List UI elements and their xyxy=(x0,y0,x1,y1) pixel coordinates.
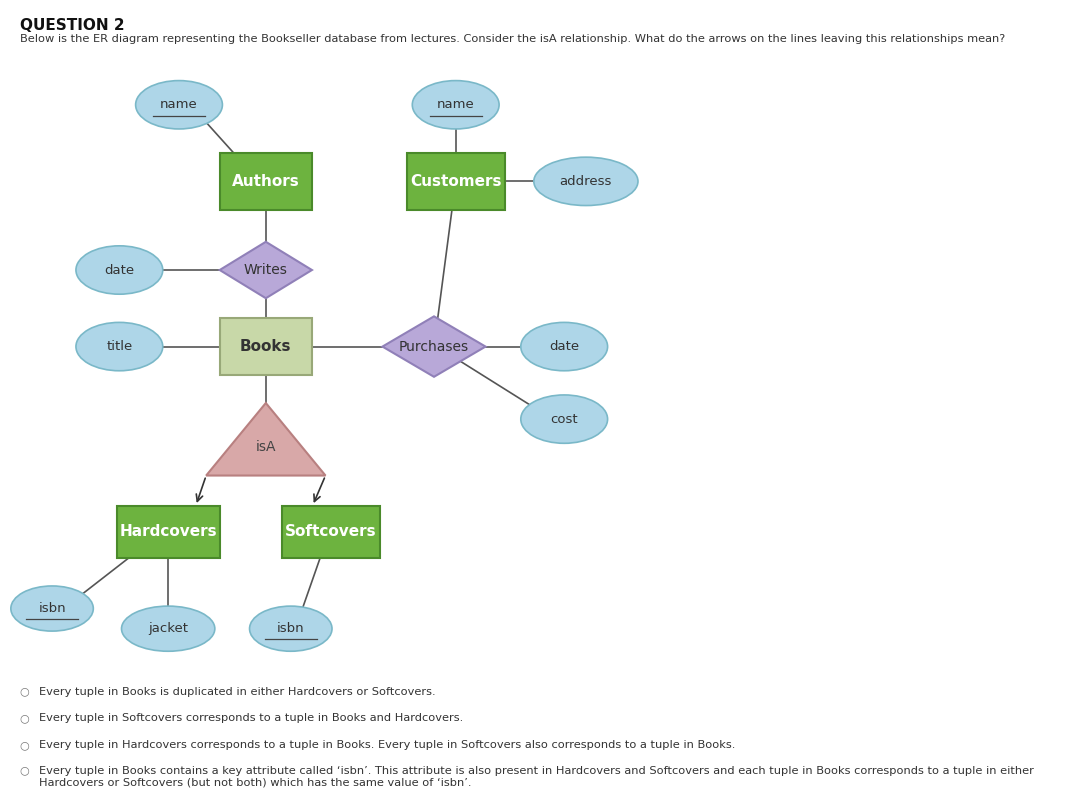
Text: isbn: isbn xyxy=(38,602,66,615)
Text: Every tuple in Hardcovers corresponds to a tuple in Books. Every tuple in Softco: Every tuple in Hardcovers corresponds to… xyxy=(39,740,736,750)
Ellipse shape xyxy=(521,395,608,443)
Text: ○: ○ xyxy=(20,687,29,696)
Text: name: name xyxy=(161,98,197,111)
Polygon shape xyxy=(383,317,486,376)
Ellipse shape xyxy=(534,157,638,206)
Text: Below is the ER diagram representing the Bookseller database from lectures. Cons: Below is the ER diagram representing the… xyxy=(20,34,1005,44)
Ellipse shape xyxy=(250,606,332,651)
Ellipse shape xyxy=(122,606,215,651)
Text: Hardcovers: Hardcovers xyxy=(119,525,217,539)
Ellipse shape xyxy=(76,246,163,294)
Text: Writes: Writes xyxy=(244,263,288,277)
Text: isbn: isbn xyxy=(277,622,305,635)
FancyBboxPatch shape xyxy=(219,153,312,210)
Polygon shape xyxy=(219,242,312,298)
Text: Authors: Authors xyxy=(232,174,299,189)
Ellipse shape xyxy=(412,81,499,129)
Text: name: name xyxy=(437,98,474,111)
Text: address: address xyxy=(560,175,612,188)
Text: date: date xyxy=(549,340,579,353)
Ellipse shape xyxy=(11,586,93,631)
Text: Customers: Customers xyxy=(410,174,501,189)
Text: isA: isA xyxy=(256,439,276,454)
Text: Books: Books xyxy=(240,339,292,354)
Text: cost: cost xyxy=(550,413,578,426)
Text: Softcovers: Softcovers xyxy=(285,525,376,539)
FancyBboxPatch shape xyxy=(282,506,380,559)
Polygon shape xyxy=(206,403,326,476)
Text: QUESTION 2: QUESTION 2 xyxy=(20,18,124,33)
Ellipse shape xyxy=(76,322,163,371)
Text: Purchases: Purchases xyxy=(399,339,469,354)
Text: date: date xyxy=(104,264,135,276)
Text: Every tuple in Books is duplicated in either Hardcovers or Softcovers.: Every tuple in Books is duplicated in ei… xyxy=(39,687,436,696)
Text: Every tuple in Softcovers corresponds to a tuple in Books and Hardcovers.: Every tuple in Softcovers corresponds to… xyxy=(39,713,463,723)
Text: ○: ○ xyxy=(20,713,29,723)
FancyBboxPatch shape xyxy=(407,153,505,210)
Text: ○: ○ xyxy=(20,766,29,775)
Text: Every tuple in Books contains a key attribute called ‘isbn’. This attribute is a: Every tuple in Books contains a key attr… xyxy=(39,766,1034,787)
Text: jacket: jacket xyxy=(149,622,188,635)
Text: ○: ○ xyxy=(20,740,29,750)
Text: title: title xyxy=(106,340,132,353)
Ellipse shape xyxy=(136,81,222,129)
FancyBboxPatch shape xyxy=(219,318,312,375)
Ellipse shape xyxy=(521,322,608,371)
FancyBboxPatch shape xyxy=(117,506,219,559)
